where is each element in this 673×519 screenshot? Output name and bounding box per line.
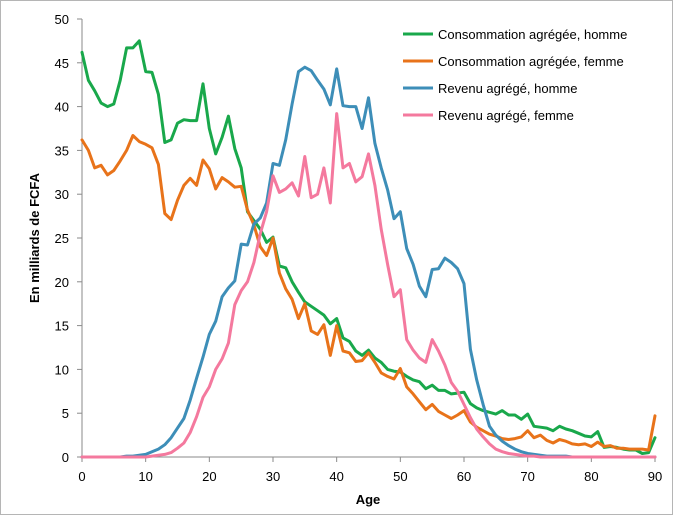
tick-labels: 0 5 10 15 20 25 30 35 40 45 50 0 10 20 30 40 50 60 70 80 90 — [55, 12, 663, 484]
y-tick-label: 20 — [55, 275, 69, 290]
series-line-2 — [80, 134, 657, 452]
x-tick-label: 30 — [266, 469, 280, 484]
legend-label-1: Consommation agrégée, homme — [438, 27, 627, 42]
y-tick-label: 5 — [62, 406, 69, 421]
y-tick-label: 10 — [55, 362, 69, 377]
series-line-3 — [80, 65, 657, 459]
x-tick-label: 90 — [648, 469, 662, 484]
x-tick-label: 10 — [138, 469, 152, 484]
legend: Consommation agrégée, homme Consommation … — [403, 27, 627, 123]
x-tick-label: 60 — [457, 469, 471, 484]
y-tick-label: 50 — [55, 12, 69, 27]
x-tick-label: 70 — [520, 469, 534, 484]
x-axis-title: Age — [356, 492, 381, 507]
y-tick-label: 45 — [55, 56, 69, 71]
y-tick-label: 0 — [62, 450, 69, 465]
legend-label-3: Revenu agrégé, homme — [438, 81, 577, 96]
x-tick-label: 80 — [584, 469, 598, 484]
series-line-1 — [80, 39, 657, 455]
series-lines — [80, 39, 657, 459]
y-tick-label: 40 — [55, 100, 69, 115]
series-line-4 — [80, 112, 657, 459]
x-tick-label: 20 — [202, 469, 216, 484]
x-tick-label: 40 — [329, 469, 343, 484]
x-tick-label: 50 — [393, 469, 407, 484]
legend-label-2: Consommation agrégée, femme — [438, 54, 624, 69]
y-tick-label: 35 — [55, 143, 69, 158]
y-tick-label: 25 — [55, 231, 69, 246]
x-tick-label: 0 — [78, 469, 85, 484]
legend-label-4: Revenu agrégé, femme — [438, 108, 574, 123]
y-tick-label: 15 — [55, 319, 69, 334]
y-tick-label: 30 — [55, 187, 69, 202]
y-axis-title: En milliards de FCFA — [27, 172, 42, 303]
